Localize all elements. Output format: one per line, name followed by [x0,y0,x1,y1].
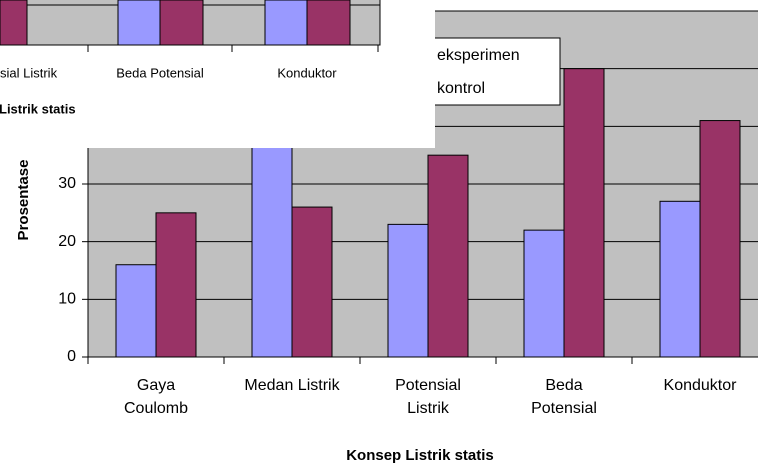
overlay-axis-title: Listrik statis [0,101,76,116]
y-axis-title: Prosentase [15,160,32,241]
y-tick-label: 0 [67,348,76,365]
overlay-bar [117,0,161,46]
y-tick-label: 30 [58,175,76,192]
overlay-category: Konduktor [277,65,337,80]
bar [563,68,605,358]
overlay-category: Beda Potensial [116,65,204,80]
x-tick-label: Beda Potensial [531,377,597,417]
bar [291,206,333,358]
x-tick-label: Gaya Coulomb [123,377,189,417]
legend-label: kontrol [437,80,485,97]
overlay-bar [159,0,204,46]
bar [523,229,565,358]
bar [155,212,197,358]
bar [659,200,701,358]
bar [115,264,157,358]
y-tick-label: 10 [58,291,76,308]
x-tick-label: Konduktor [663,377,737,394]
overlay-bar [306,0,351,46]
x-tick-label: Medan Listrik [244,377,340,394]
bar [699,120,741,358]
y-tick-label: 20 [58,233,76,250]
overlay-category: sial Listrik [0,65,58,80]
bar [427,154,469,358]
x-axis-title: Konsep Listrik statis [346,447,494,464]
bar [387,223,429,358]
legend-label: eksperimen [437,47,520,64]
overlay-bar [264,0,308,46]
overlay-window: sial Listrik Beda Potensial Konduktor Li… [0,0,435,148]
overlay-bar [0,0,28,46]
x-tick-label: Potensial Listrik [395,377,461,417]
